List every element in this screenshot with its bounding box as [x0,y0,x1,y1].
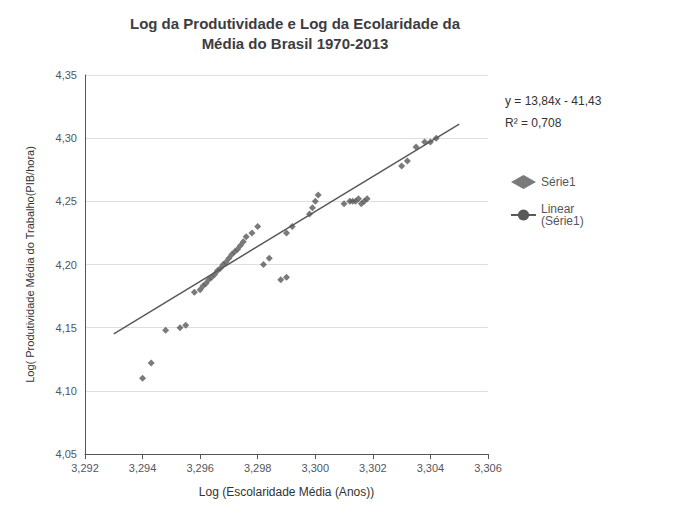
svg-text:4,15: 4,15 [56,322,77,334]
svg-text:4,30: 4,30 [56,132,77,144]
svg-text:4,05: 4,05 [56,448,77,460]
svg-text:3,298: 3,298 [244,462,272,474]
svg-text:4,20: 4,20 [56,259,77,271]
svg-text:(Série1): (Série1) [541,214,584,228]
svg-text:4,35: 4,35 [56,69,77,81]
svg-text:4,25: 4,25 [56,195,77,207]
svg-text:3,302: 3,302 [359,462,387,474]
svg-text:3,306: 3,306 [474,462,502,474]
svg-text:Log( Produtividade Média do Tr: Log( Produtividade Média do Trabalho(PIB… [24,146,36,383]
svg-text:Série1: Série1 [541,175,576,189]
svg-text:Linear: Linear [541,202,575,216]
svg-text:Média do Brasil 1970-2013: Média do Brasil 1970-2013 [202,35,389,52]
svg-text:4,10: 4,10 [56,385,77,397]
svg-text:Log (Escolaridade Média (Anos): Log (Escolaridade Média (Anos)) [199,485,374,499]
svg-text:3,296: 3,296 [186,462,214,474]
svg-text:3,294: 3,294 [129,462,157,474]
svg-text:Log da Produtividade e Log da: Log da Produtividade e Log da Ecolaridad… [130,15,461,32]
svg-text:R² = 0,708: R² = 0,708 [505,116,562,130]
svg-text:3,300: 3,300 [302,462,330,474]
svg-text:y = 13,84x - 41,43: y = 13,84x - 41,43 [505,94,602,108]
svg-text:3,304: 3,304 [417,462,445,474]
svg-text:3,292: 3,292 [71,462,99,474]
